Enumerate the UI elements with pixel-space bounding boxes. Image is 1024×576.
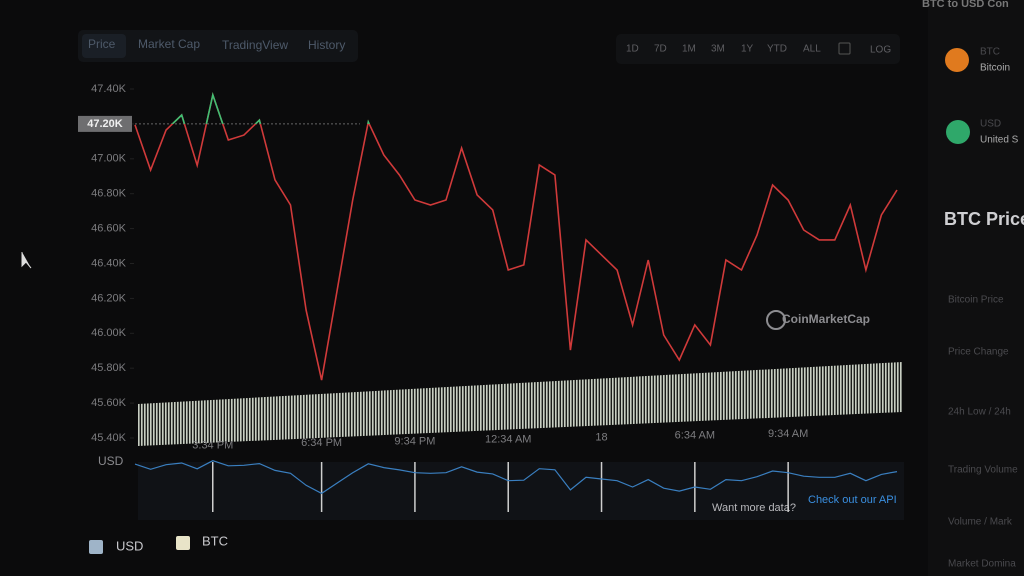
stat-label: Trading Volume <box>948 465 1018 476</box>
legend-swatch <box>89 540 103 554</box>
y-tick-label: 46.20K <box>91 292 127 304</box>
panel-header: BTC to USD Con <box>922 0 1009 10</box>
tab[interactable]: History <box>308 38 345 52</box>
x-tick-label: 12:34 AM <box>485 433 531 445</box>
y-tick-label: 45.80K <box>91 362 127 374</box>
tab[interactable]: TradingView <box>222 38 288 52</box>
y-tick-label: 46.80K <box>91 188 127 200</box>
tab[interactable]: Market Cap <box>138 37 200 51</box>
range-button[interactable]: 1M <box>682 44 696 55</box>
stat-label: Bitcoin Price <box>948 295 1004 306</box>
legend-label[interactable]: BTC <box>202 533 228 548</box>
x-tick-label: 18 <box>595 432 607 444</box>
calendar-icon[interactable] <box>838 42 851 55</box>
stat-label: Volume / Mark <box>948 517 1013 528</box>
range-bar <box>616 34 900 64</box>
price-line <box>134 91 898 381</box>
crosshair-label-bg <box>78 115 132 132</box>
side-panel <box>928 0 1024 576</box>
coin-symbol: USD <box>980 119 1001 130</box>
price-title: BTC Price <box>944 209 1024 229</box>
crosshair-label: 47.20K <box>87 118 123 130</box>
x-tick-label: 6:34 PM <box>301 437 342 449</box>
range-button[interactable]: 1D <box>626 44 639 55</box>
range-button[interactable]: 7D <box>654 44 667 55</box>
x-tick-label: 9:34 PM <box>394 435 435 447</box>
coin-symbol: BTC <box>980 47 1000 58</box>
tab[interactable]: Price <box>88 37 116 51</box>
y-tick-label: 46.00K <box>91 327 127 339</box>
range-button[interactable]: LOG <box>870 45 891 56</box>
watermark-logo <box>766 310 786 330</box>
coin-icon <box>945 48 969 72</box>
watermark: CoinMarketCap <box>782 312 870 326</box>
coin-icon <box>946 120 970 144</box>
range-button[interactable]: YTD <box>767 44 787 55</box>
cursor <box>21 252 32 269</box>
tab-bar <box>78 30 358 62</box>
active-tab <box>82 34 126 58</box>
more-data: Want more data? <box>712 502 796 514</box>
y-tick-label: 45.40K <box>91 432 127 444</box>
y-tick-label: 47.00K <box>91 153 127 165</box>
legend-label[interactable]: USD <box>116 538 143 553</box>
y-tick-label: 45.60K <box>91 397 127 409</box>
stat-label: Market Domina <box>948 559 1016 570</box>
y-tick-label: 46.40K <box>91 257 127 269</box>
y-tick-label: 47.40K <box>91 83 127 95</box>
range-button[interactable]: 1Y <box>741 44 754 55</box>
x-tick-label: 3:34 PM <box>192 439 233 451</box>
x-tick-label: 6:34 AM <box>675 430 715 442</box>
volume-bars <box>138 362 902 446</box>
range-button[interactable]: ALL <box>803 44 821 55</box>
x-tick-label: 9:34 AM <box>768 428 808 440</box>
range-button[interactable]: 3M <box>711 44 725 55</box>
legend-swatch <box>176 536 190 550</box>
stat-label: Price Change <box>948 347 1009 358</box>
coin-name: Bitcoin <box>980 63 1010 74</box>
coin-name: United S <box>980 135 1019 146</box>
axis-unit: USD <box>98 454 124 468</box>
y-tick-label: 46.60K <box>91 223 127 235</box>
api-link[interactable]: Check out our API <box>808 494 897 506</box>
stat-label: 24h Low / 24h <box>948 407 1011 418</box>
navigator-line <box>134 460 898 495</box>
